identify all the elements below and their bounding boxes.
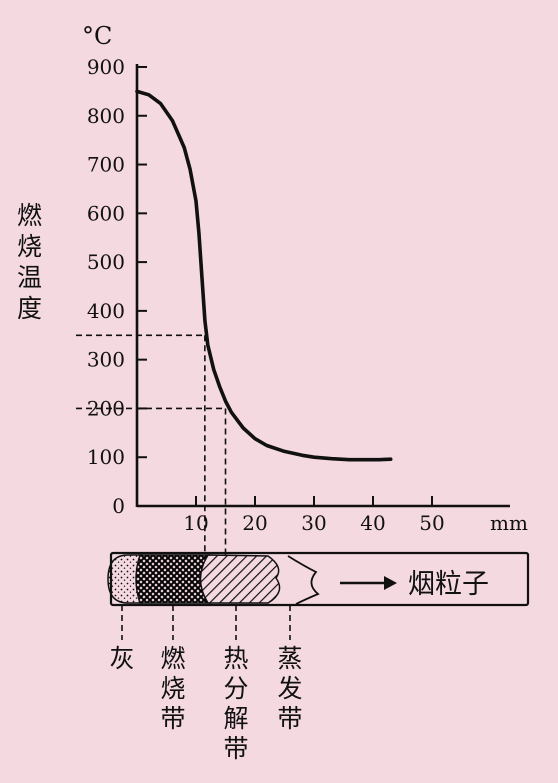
burning-label-char: 燃 [160,644,185,673]
cigarette-diagram: 烟粒子 灰燃烧带热分解带蒸发带 [107,551,530,763]
x-tick-label: 40 [360,511,385,535]
pyrolysis-label-char: 解 [223,704,248,733]
y-tick-label: 800 [87,104,125,128]
burning-label-char: 带 [160,704,185,733]
ash-zone [107,554,143,604]
evaporation-label-char: 发 [277,674,302,703]
x-tick-label: 30 [301,511,326,535]
y-unit-label: °C [82,22,112,50]
x-axis-ticks: 10 20 30 40 50 [183,496,445,535]
y-axis-title-char: 燃 [17,201,42,230]
y-axis-title-char: 温 [17,263,42,292]
y-tick-label: 900 [87,55,125,79]
y-tick-label: 500 [87,250,125,274]
burning-zone [135,554,212,604]
y-tick-label: 300 [87,348,125,372]
pyrolysis-label-char: 带 [223,734,248,763]
arrow-head-icon [384,576,397,590]
y-axis-title-char: 度 [17,294,42,323]
y-axis-title-char: 烧 [17,232,42,261]
smoke-particles-label: 烟粒子 [408,569,489,600]
x-tick-label: 10 [183,511,208,535]
x-unit-label: mm [490,511,528,535]
y-tick-label: 100 [87,445,125,469]
pyrolysis-label-char: 分 [223,674,248,703]
evaporation-label-char: 带 [277,704,302,733]
evaporation-zone-boundary [287,555,320,605]
y-tick-label: 0 [112,494,125,518]
burning-label-char: 烧 [160,674,185,703]
x-tick-label: 20 [242,511,267,535]
evaporation-label-char: 蒸 [277,644,302,673]
y-tick-label: 400 [87,299,125,323]
zone-labels: 灰燃烧带热分解带蒸发带 [109,605,303,763]
pyrolysis-label-char: 热 [223,644,248,673]
y-tick-label: 700 [87,153,125,177]
y-tick-label: 600 [87,201,125,225]
pyrolysis-zone [199,554,281,604]
reference-lines [76,334,227,555]
temperature-curve [135,89,393,462]
x-tick-label: 50 [419,511,444,535]
ash-label-char: 灰 [109,644,134,673]
